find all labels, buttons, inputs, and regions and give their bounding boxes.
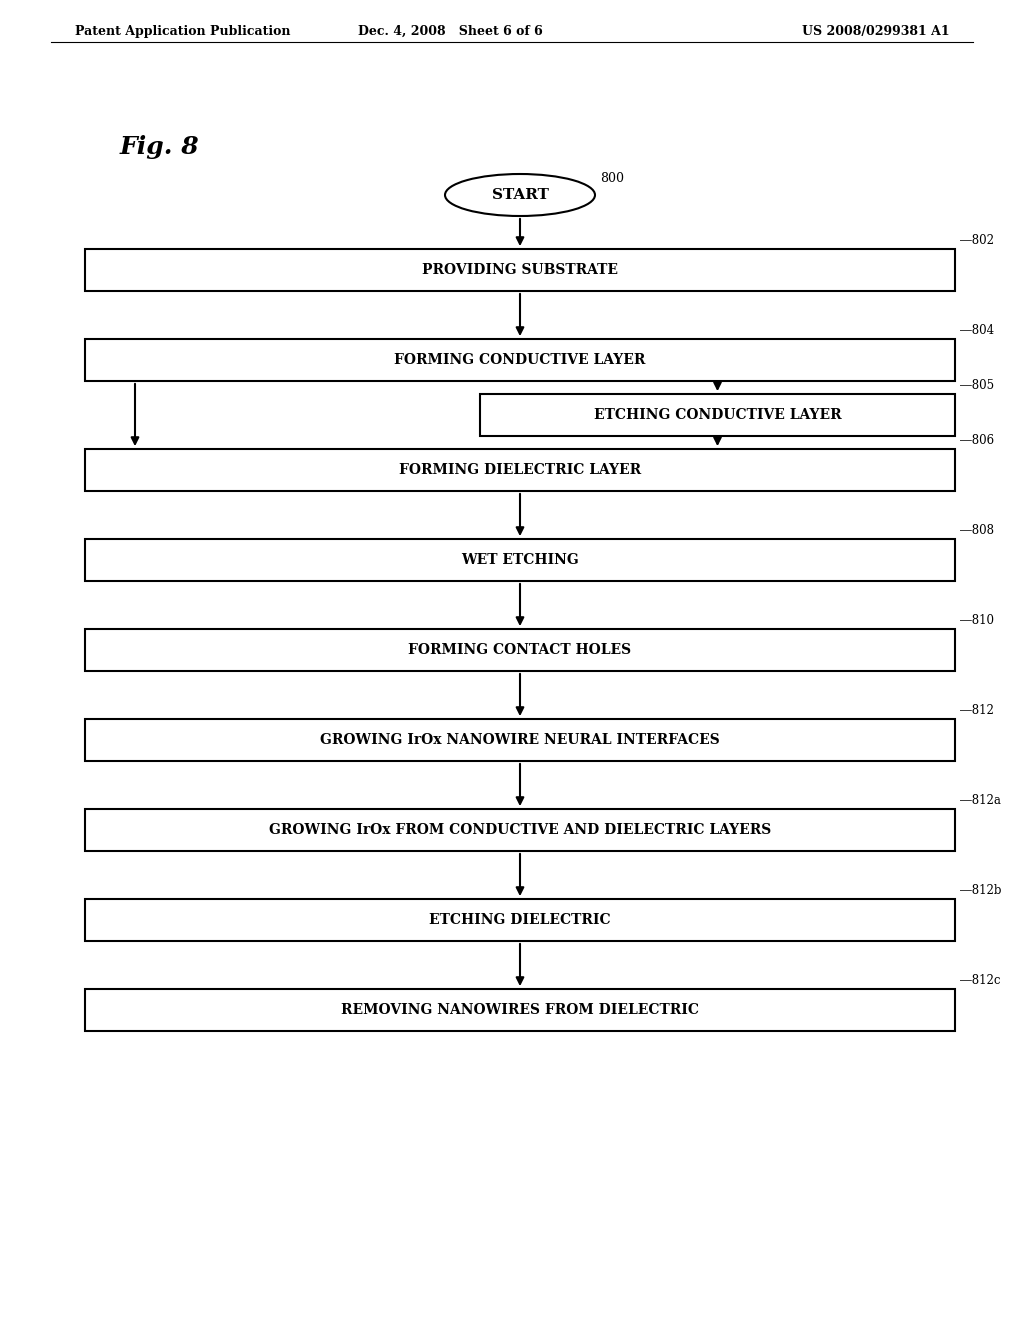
FancyBboxPatch shape: [85, 989, 955, 1031]
Text: US 2008/0299381 A1: US 2008/0299381 A1: [803, 25, 950, 38]
Text: FORMING DIELECTRIC LAYER: FORMING DIELECTRIC LAYER: [399, 463, 641, 477]
Text: Fig. 8: Fig. 8: [120, 135, 200, 158]
Text: WET ETCHING: WET ETCHING: [461, 553, 579, 568]
FancyBboxPatch shape: [85, 539, 955, 581]
Text: Dec. 4, 2008   Sheet 6 of 6: Dec. 4, 2008 Sheet 6 of 6: [357, 25, 543, 38]
FancyBboxPatch shape: [85, 719, 955, 762]
Text: GROWING IrOx NANOWIRE NEURAL INTERFACES: GROWING IrOx NANOWIRE NEURAL INTERFACES: [321, 733, 720, 747]
Text: FORMING CONDUCTIVE LAYER: FORMING CONDUCTIVE LAYER: [394, 352, 646, 367]
Text: ―812: ―812: [961, 704, 994, 717]
FancyBboxPatch shape: [85, 630, 955, 671]
FancyBboxPatch shape: [85, 809, 955, 851]
Text: REMOVING NANOWIRES FROM DIELECTRIC: REMOVING NANOWIRES FROM DIELECTRIC: [341, 1003, 699, 1016]
FancyBboxPatch shape: [480, 393, 955, 436]
FancyBboxPatch shape: [85, 339, 955, 381]
FancyBboxPatch shape: [85, 899, 955, 941]
Text: ETCHING DIELECTRIC: ETCHING DIELECTRIC: [429, 913, 610, 927]
Text: ―812a: ―812a: [961, 795, 1000, 807]
FancyBboxPatch shape: [85, 249, 955, 290]
Text: ETCHING CONDUCTIVE LAYER: ETCHING CONDUCTIVE LAYER: [594, 408, 842, 422]
Text: START: START: [492, 187, 549, 202]
FancyBboxPatch shape: [85, 449, 955, 491]
Text: ―802: ―802: [961, 234, 994, 247]
Text: ―808: ―808: [961, 524, 994, 537]
Text: GROWING IrOx FROM CONDUCTIVE AND DIELECTRIC LAYERS: GROWING IrOx FROM CONDUCTIVE AND DIELECT…: [269, 822, 771, 837]
Text: FORMING CONTACT HOLES: FORMING CONTACT HOLES: [409, 643, 632, 657]
Text: ―806: ―806: [961, 434, 994, 447]
Text: ―812b: ―812b: [961, 884, 1001, 898]
Text: ―810: ―810: [961, 614, 994, 627]
Text: ―804: ―804: [961, 323, 994, 337]
Ellipse shape: [445, 174, 595, 216]
Text: ―805: ―805: [961, 379, 994, 392]
Text: PROVIDING SUBSTRATE: PROVIDING SUBSTRATE: [422, 263, 618, 277]
Text: 800: 800: [600, 172, 624, 185]
Text: ―812c: ―812c: [961, 974, 1000, 987]
Text: Patent Application Publication: Patent Application Publication: [75, 25, 291, 38]
